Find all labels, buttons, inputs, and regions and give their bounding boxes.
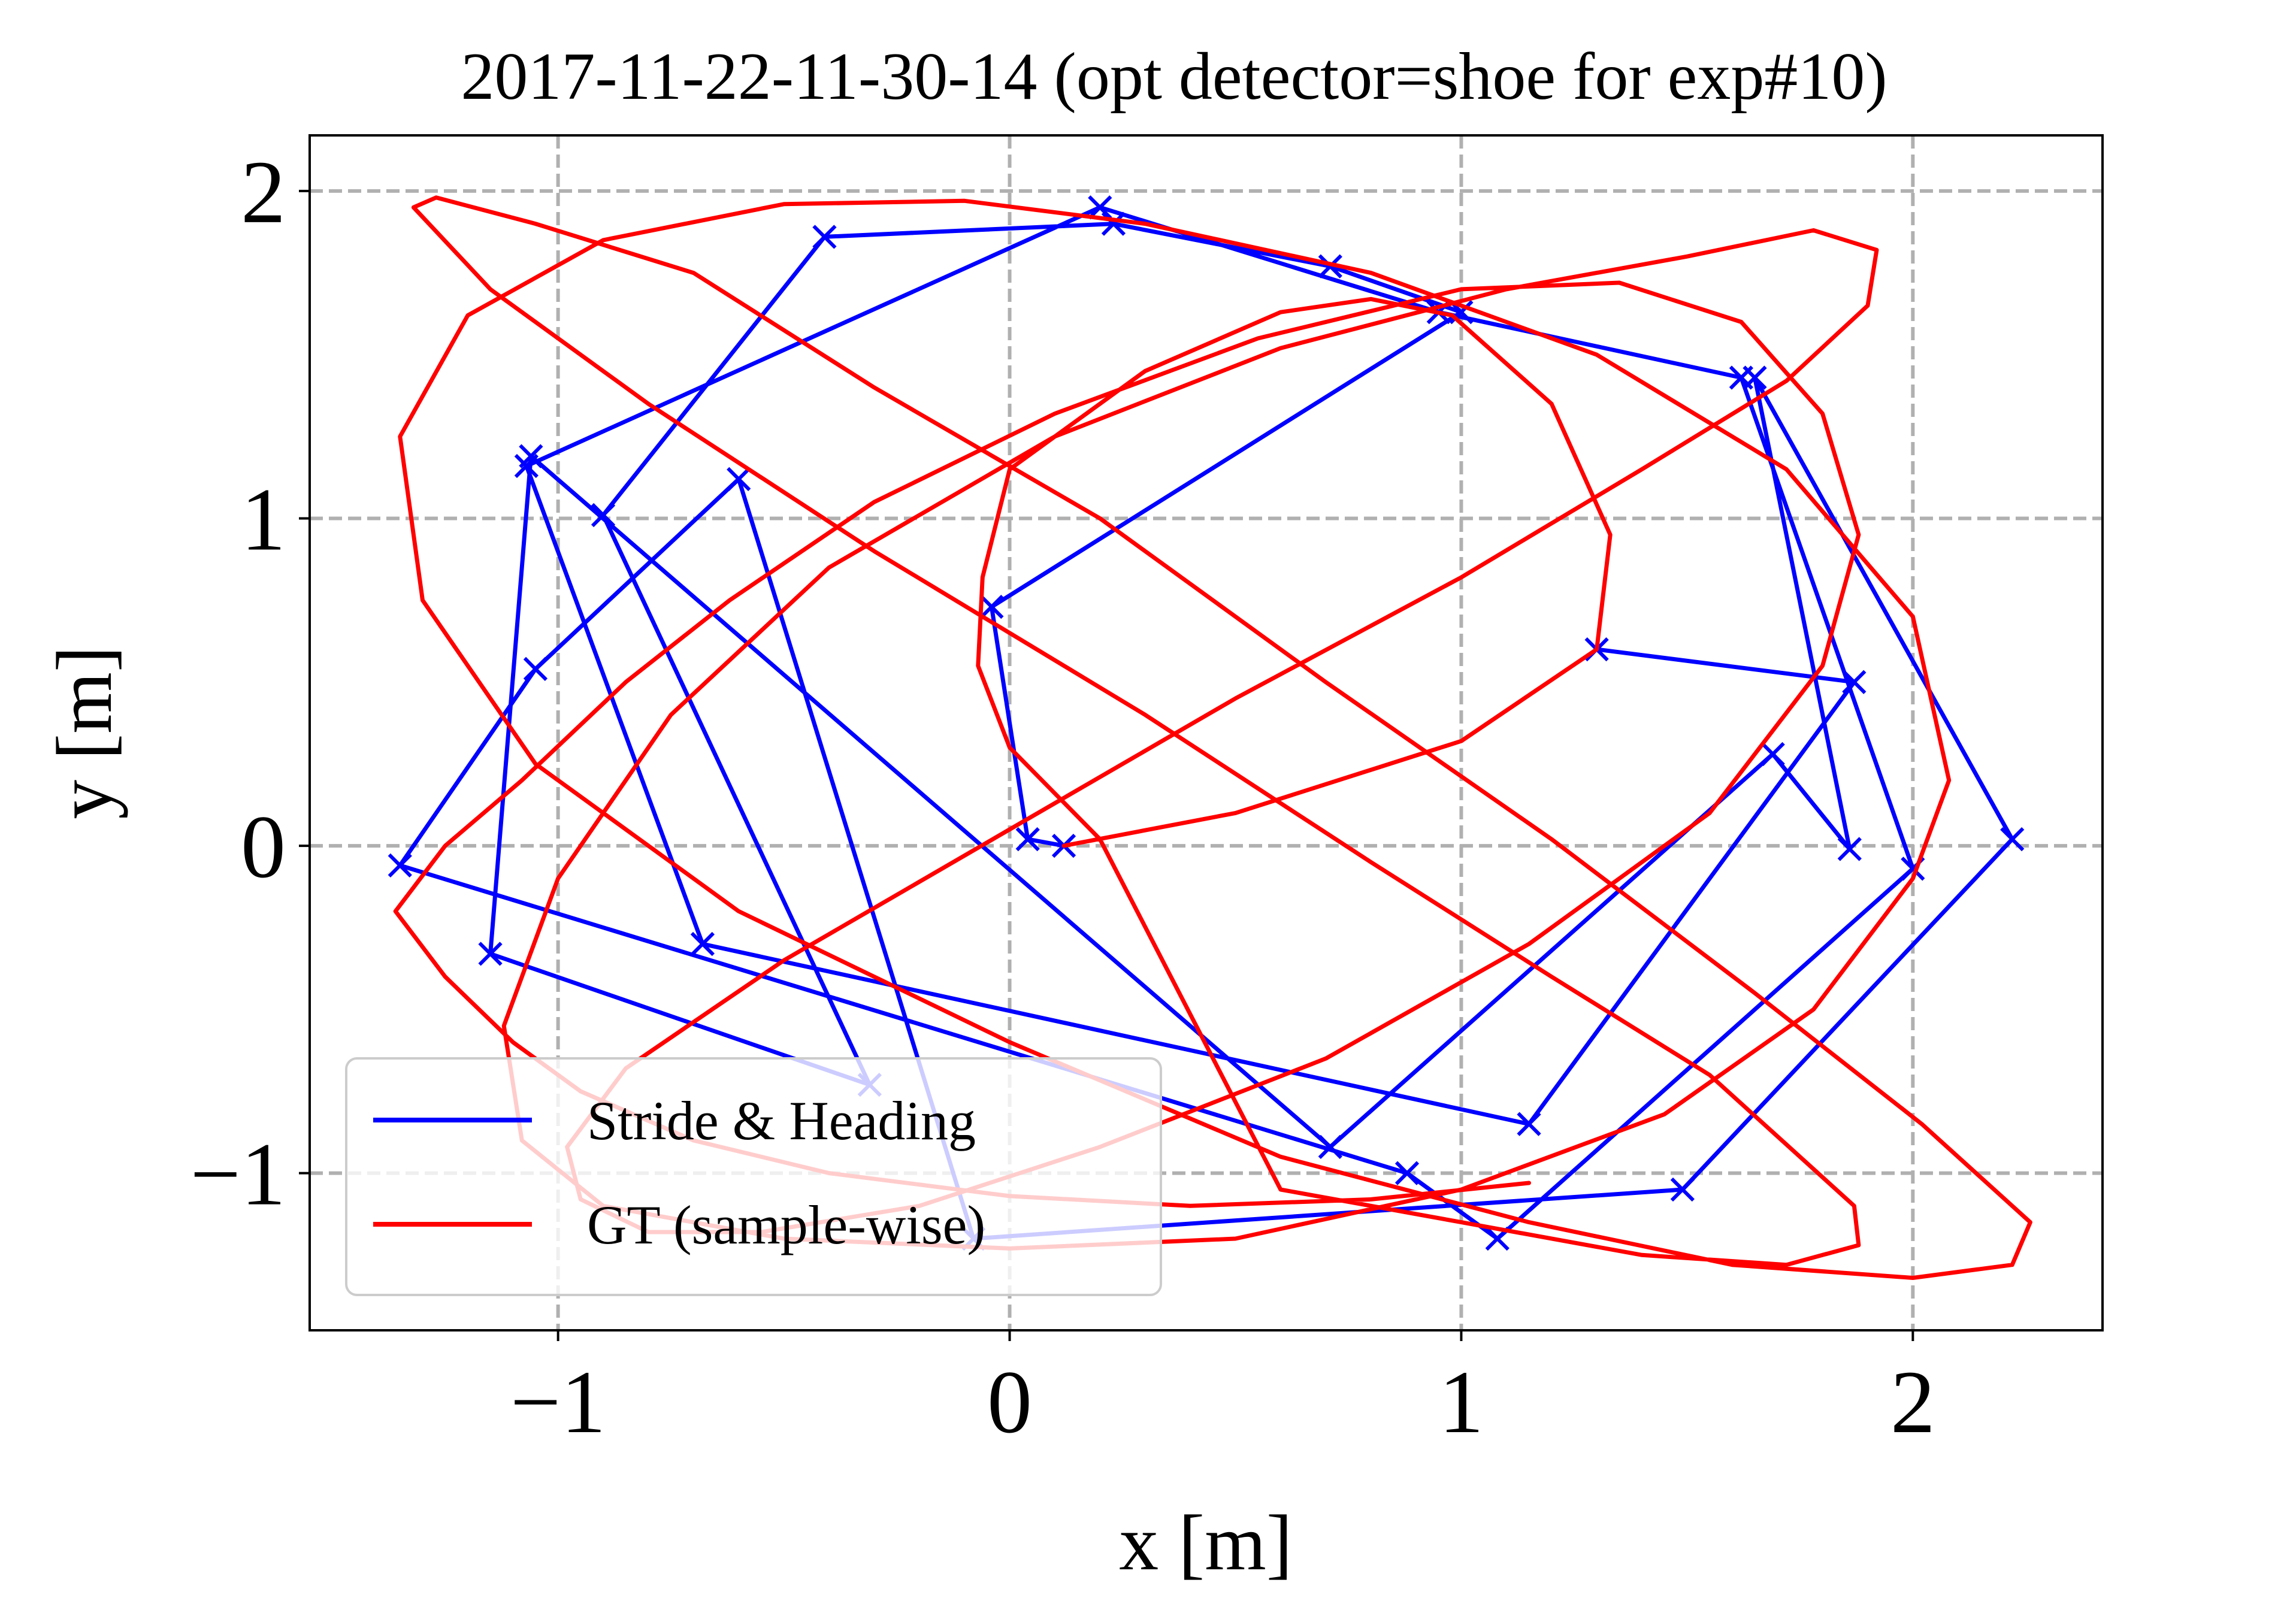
- axis-ticks: −1 0 1 2 −1 0 1 2: [190, 143, 1935, 1452]
- x-tick-label: 1: [1439, 1352, 1484, 1452]
- stride-marker: [1101, 211, 1126, 236]
- y-tick-label: −1: [190, 1125, 286, 1224]
- y-axis-label: y [m]: [40, 646, 128, 819]
- stride-marker: [1318, 1134, 1342, 1160]
- stride-marker: [388, 853, 412, 877]
- stride-marker: [478, 942, 503, 966]
- stride-marker: [514, 453, 539, 479]
- stride-marker: [727, 467, 751, 492]
- stride-marker: [1517, 1112, 1541, 1136]
- legend: Stride & Heading GT (sample-wise): [345, 1057, 1162, 1296]
- stride-marker: [1088, 195, 1112, 220]
- stride-marker: [1842, 670, 1867, 694]
- y-tick-label: 1: [241, 470, 286, 569]
- stride-marker: [1760, 742, 1785, 767]
- x-tick-label: 2: [1890, 1352, 1935, 1452]
- stride-marker: [690, 931, 715, 957]
- stride-marker: [591, 503, 616, 528]
- stride-marker: [1837, 837, 1862, 861]
- plot-frame: [308, 134, 2104, 1331]
- stride-marker: [979, 594, 1004, 619]
- stride-marker: [1015, 827, 1040, 852]
- legend-label-gt: GT (sample-wise): [587, 1194, 985, 1255]
- stride-marker: [1318, 254, 1342, 279]
- series-line-gt: [393, 195, 2032, 1280]
- y-tick-label: 2: [241, 143, 286, 242]
- x-axis-label: x [m]: [1119, 1499, 1293, 1587]
- stride-marker: [1729, 365, 1753, 390]
- stride-marker: [812, 225, 837, 249]
- x-tick-label: −1: [510, 1352, 606, 1452]
- stride-marker: [523, 656, 548, 682]
- stride-marker: [1394, 1161, 1420, 1185]
- legend-label-stride: Stride & Heading: [587, 1090, 976, 1151]
- x-tick-label: 0: [987, 1352, 1032, 1452]
- stride-marker: [1670, 1177, 1695, 1202]
- y-tick-label: 0: [241, 797, 286, 897]
- stride-marker: [2000, 827, 2025, 852]
- legend-box: [345, 1057, 1162, 1296]
- chart-title: 2017-11-22-11-30-14 (opt detector=shoe f…: [461, 40, 1887, 114]
